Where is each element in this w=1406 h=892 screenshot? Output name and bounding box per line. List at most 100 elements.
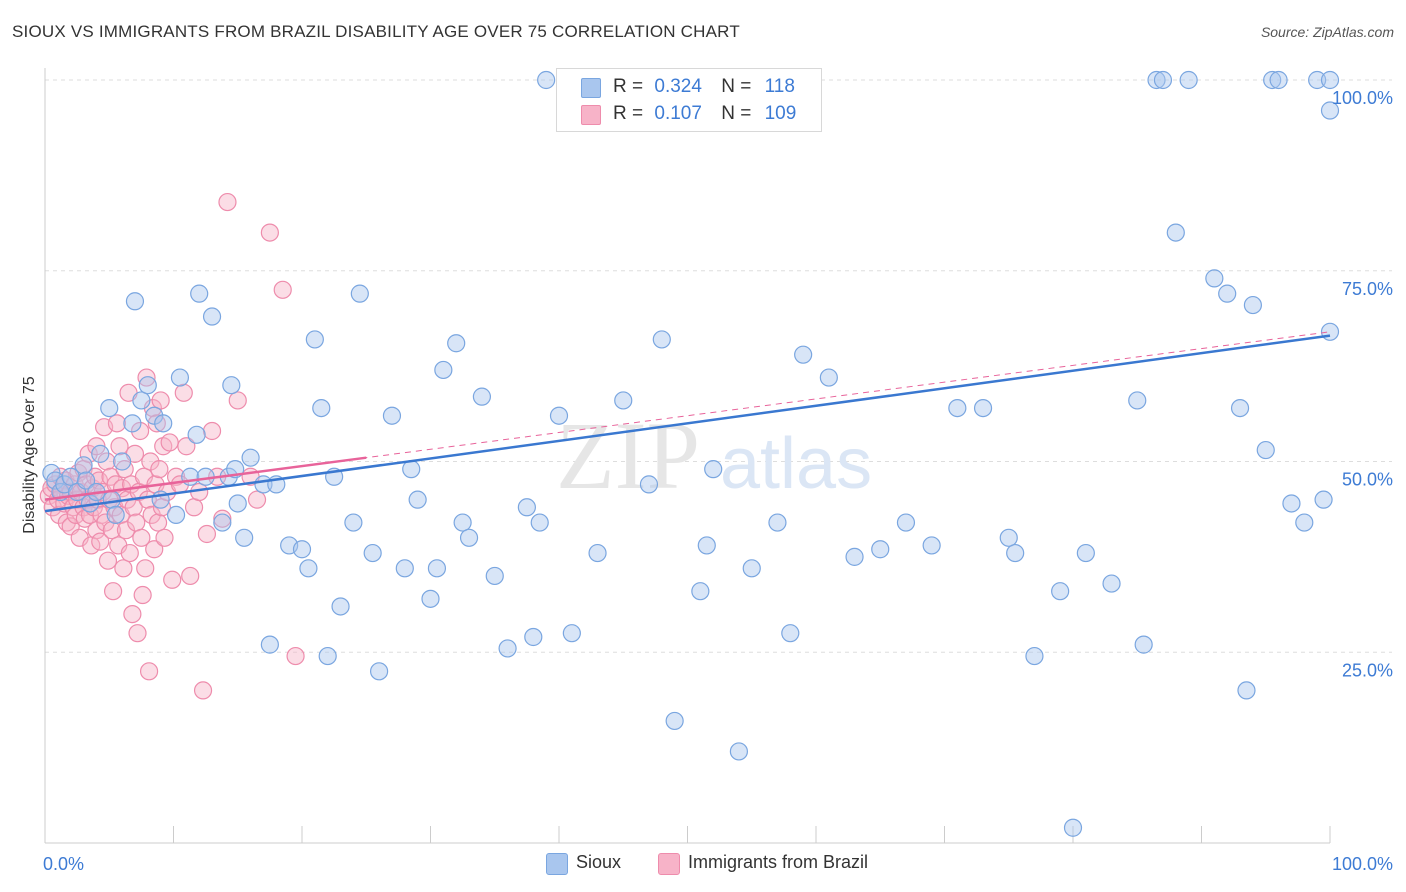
data-point-sioux — [222, 376, 241, 395]
data-point-sioux — [948, 398, 967, 418]
data-point-sioux — [125, 292, 145, 311]
watermark-zip: ZIP — [556, 402, 700, 509]
data-point-brazil — [127, 513, 146, 532]
data-point-sioux — [1205, 269, 1224, 288]
data-point-sioux — [665, 711, 684, 731]
data-point-sioux — [102, 490, 121, 509]
data-point-sioux — [91, 444, 110, 463]
data-point-sioux — [331, 597, 350, 616]
data-point-sioux — [1320, 70, 1340, 90]
data-point-brazil — [193, 681, 213, 700]
data-point-sioux — [1230, 398, 1250, 418]
data-point-brazil — [132, 528, 151, 547]
data-point-sioux — [524, 627, 543, 647]
chart-title: SIOUX VS IMMIGRANTS FROM BRAZIL DISABILI… — [12, 22, 740, 41]
data-point-sioux — [1051, 582, 1070, 601]
data-point-sioux — [1153, 70, 1173, 90]
data-point-brazil — [142, 505, 161, 525]
data-point-brazil — [91, 532, 110, 551]
data-point-sioux — [1128, 391, 1147, 410]
data-point-sioux — [845, 547, 864, 566]
grid-lines — [45, 79, 1392, 653]
data-point-brazil — [247, 490, 267, 509]
data-point-sioux — [999, 528, 1018, 547]
data-point-sioux — [138, 376, 157, 395]
data-point-sioux — [704, 460, 723, 479]
axes — [44, 68, 1331, 844]
data-point-brazil — [213, 509, 232, 528]
data-point-brazil — [128, 624, 147, 643]
data-point-brazil — [116, 521, 136, 540]
data-point-sioux — [77, 471, 96, 490]
data-point-sioux — [1237, 681, 1256, 700]
legend-n-value-sioux: 118 — [764, 76, 795, 97]
data-point-sioux — [652, 330, 671, 349]
data-point-brazil — [139, 662, 159, 681]
data-point-sioux — [549, 406, 569, 425]
data-point-brazil — [273, 280, 292, 299]
trend-line-brazil-extension — [44, 331, 1331, 501]
data-point-sioux — [1256, 440, 1275, 460]
data-point-sioux — [691, 582, 710, 601]
data-point-sioux — [170, 368, 190, 387]
data-point-brazil — [184, 498, 204, 517]
data-point-sioux — [1076, 543, 1095, 563]
legend-swatch-brazil — [581, 105, 601, 125]
data-point-sioux — [241, 448, 260, 467]
data-point-sioux — [1134, 635, 1153, 654]
data-point-sioux — [1025, 646, 1044, 666]
data-point-sioux — [421, 589, 440, 608]
data-point-sioux — [402, 460, 421, 479]
data-point-sioux — [472, 387, 491, 406]
data-point-sioux — [697, 536, 716, 555]
x-tick-label: 100.0% — [1332, 854, 1393, 874]
data-point-sioux — [1320, 101, 1340, 120]
data-point-sioux — [768, 513, 787, 532]
data-point-sioux — [213, 513, 232, 532]
data-point-sioux — [260, 635, 279, 654]
data-point-sioux — [427, 559, 447, 578]
legend-r-label: R = — [613, 103, 644, 124]
data-point-sioux — [235, 528, 254, 547]
data-point-sioux — [74, 456, 93, 475]
data-point-sioux — [61, 467, 80, 486]
data-point-sioux — [166, 505, 186, 525]
data-point-sioux — [370, 662, 389, 681]
data-point-sioux — [973, 398, 993, 418]
legend-r-label: R = — [613, 76, 644, 97]
data-point-sioux — [1269, 70, 1288, 90]
data-point-sioux — [498, 639, 517, 658]
data-point-sioux — [447, 334, 466, 353]
watermark-atlas: atlas — [720, 424, 872, 504]
data-point-sioux — [453, 513, 472, 532]
legend-swatch-sioux — [546, 853, 568, 875]
data-point-sioux — [350, 284, 369, 303]
legend-r-value-sioux: 0.324 — [654, 76, 702, 97]
legend-n-label: N = — [721, 103, 752, 124]
data-point-brazil — [202, 421, 222, 441]
data-point-sioux — [123, 414, 142, 433]
trend-line-sioux — [44, 334, 1331, 513]
axis-labels: 25.0% 50.0% 75.0% 100.0% 0.0% 100.0% — [43, 88, 1393, 874]
series-sioux-points — [42, 70, 1340, 837]
data-point-brazil — [110, 437, 129, 456]
data-point-sioux — [395, 559, 414, 578]
data-point-brazil — [137, 368, 156, 387]
data-point-sioux — [1314, 490, 1333, 509]
data-point-sioux — [1218, 284, 1237, 303]
data-point-sioux — [154, 414, 173, 433]
data-point-sioux — [1179, 70, 1198, 90]
data-point-brazil — [120, 543, 139, 563]
data-point-sioux — [344, 513, 363, 532]
legend-swatch-sioux — [581, 78, 601, 98]
watermark: ZIP atlas — [556, 402, 872, 509]
data-point-sioux — [1063, 818, 1083, 837]
data-point-brazil — [148, 513, 168, 532]
data-point-sioux — [132, 391, 151, 410]
data-point-sioux — [305, 330, 324, 349]
data-point-sioux — [318, 646, 337, 666]
source-credit: Source: ZipAtlas.com — [1260, 24, 1394, 40]
data-point-brazil — [286, 646, 305, 666]
data-point-brazil — [150, 460, 169, 479]
data-point-sioux — [742, 559, 761, 578]
